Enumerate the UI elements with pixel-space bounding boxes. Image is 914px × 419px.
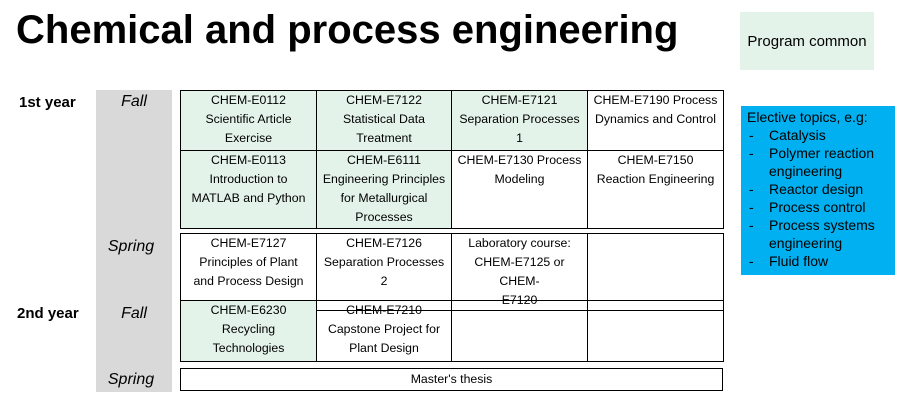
course-cell — [451, 300, 588, 362]
course-cell: CHEM-E7127 Principles of Plant and Proce… — [180, 233, 317, 311]
season-y2-fall: Fall — [121, 305, 147, 322]
course-cell — [587, 233, 724, 311]
course-cell: CHEM-E0113 Introduction to MATLAB and Py… — [180, 150, 317, 229]
page-title: Chemical and process engineering — [16, 8, 679, 52]
year-label-second: 2nd year — [17, 305, 79, 322]
elective-list: Catalysis Polymer reaction engineering R… — [747, 126, 895, 270]
course-cell: CHEM-E7130 Process Modeling — [451, 150, 588, 229]
course-grid-y2-fall: CHEM-E6230 Recycling Technologies CHEM-E… — [180, 300, 724, 362]
course-row: CHEM-E6230 Recycling Technologies CHEM-E… — [180, 300, 724, 362]
list-item: Process control — [747, 198, 895, 216]
course-cell: CHEM-E7126 Separation Processes 2 — [316, 233, 452, 311]
course-grid-y1-fall: CHEM-E0112 Scientific Article Exercise C… — [180, 90, 724, 229]
course-row: CHEM-E0112 Scientific Article Exercise C… — [180, 90, 724, 151]
course-row: CHEM-E7127 Principles of Plant and Proce… — [180, 233, 724, 311]
thesis-cell: Master's thesis — [180, 368, 723, 391]
course-row: CHEM-E0113 Introduction to MATLAB and Py… — [180, 150, 724, 229]
list-item: Process systems engineering — [747, 216, 895, 252]
elective-topics-box: Elective topics, e.g: Catalysis Polymer … — [741, 106, 895, 275]
list-item: Reactor design — [747, 180, 895, 198]
legend-program-common: Program common — [740, 12, 874, 70]
list-item: Fluid flow — [747, 252, 895, 270]
season-y1-spring: Spring — [107, 238, 155, 255]
course-cell: CHEM-E7121 Separation Processes 1 — [451, 90, 588, 151]
course-cell: CHEM-E7190 Process Dynamics and Control — [587, 90, 724, 151]
course-cell: CHEM-E0112 Scientific Article Exercise — [180, 90, 317, 151]
year-label-first: 1st year — [19, 94, 76, 111]
list-item: Polymer reaction engineering — [747, 144, 895, 180]
course-cell: CHEM-E7210 Capstone Project for Plant De… — [316, 300, 452, 362]
course-cell — [587, 300, 724, 362]
course-cell: CHEM-E6111 Engineering Principles for Me… — [316, 150, 452, 229]
course-cell: CHEM-E7150 Reaction Engineering — [587, 150, 724, 229]
course-grid-y2-spring: Master's thesis — [180, 368, 723, 391]
course-cell: Laboratory course: CHEM-E7125 or CHEM- E… — [451, 233, 588, 311]
course-row: Master's thesis — [180, 368, 723, 391]
course-cell: CHEM-E6230 Recycling Technologies — [180, 300, 317, 362]
season-band — [96, 90, 172, 392]
course-cell: CHEM-E7122 Statistical Data Treatment — [316, 90, 452, 151]
elective-heading: Elective topics, e.g: — [747, 109, 868, 125]
season-y2-spring: Spring — [107, 371, 155, 388]
list-item: Catalysis — [747, 126, 895, 144]
season-y1-fall: Fall — [121, 93, 147, 110]
